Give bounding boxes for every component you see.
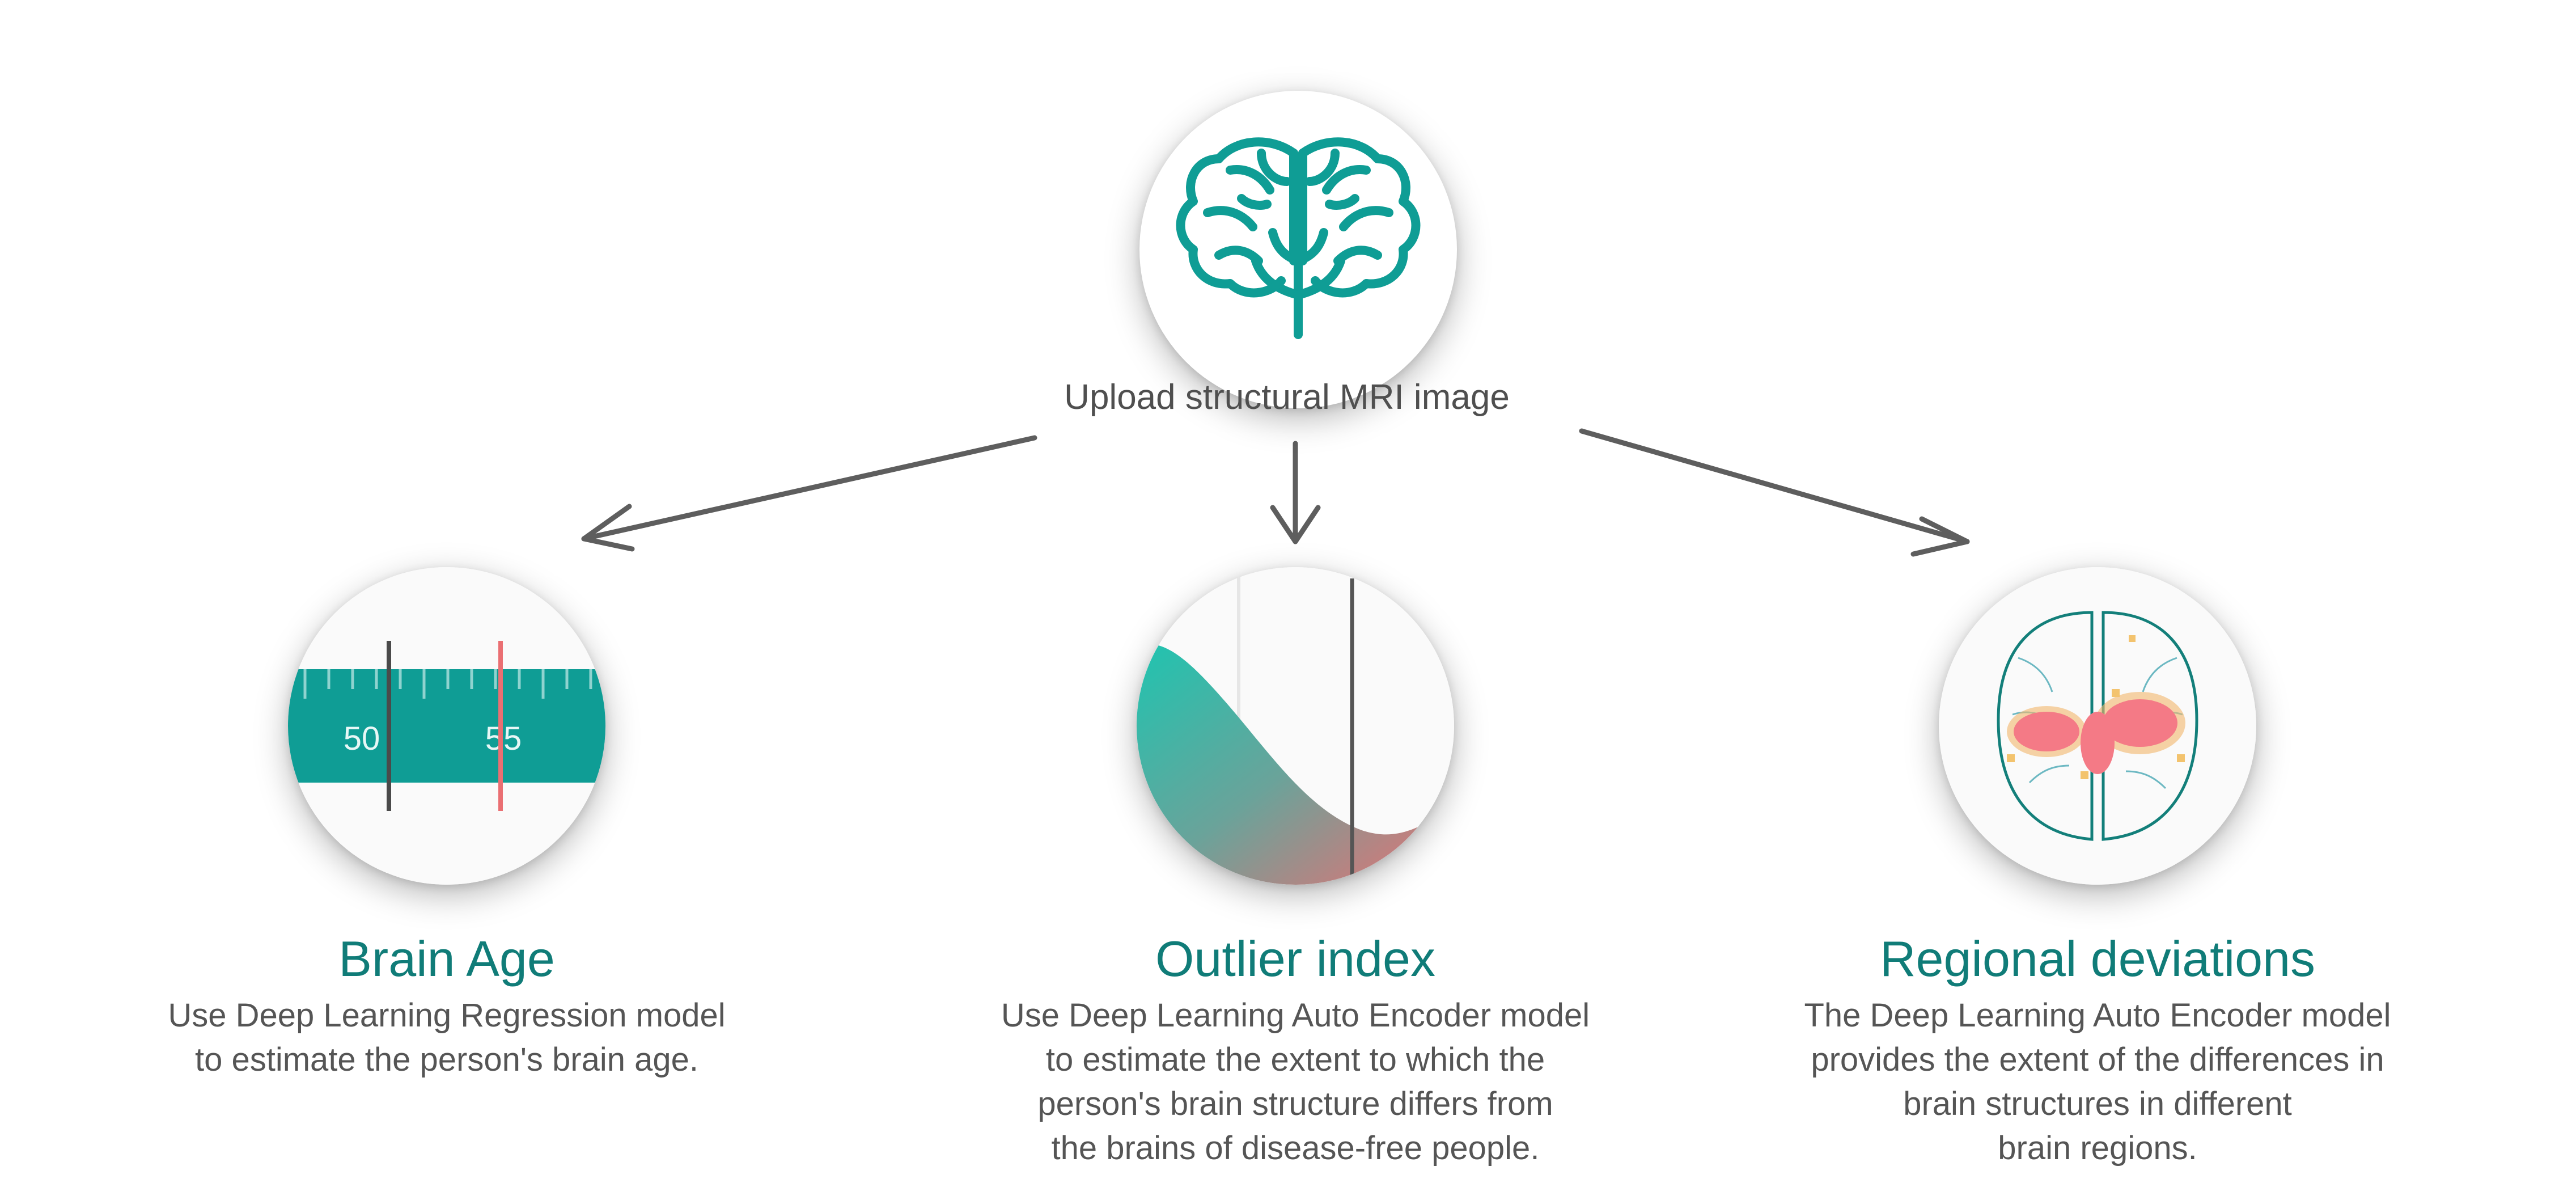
brain-heatmap-image (1939, 567, 2256, 885)
outlier-distribution-image (1137, 567, 1454, 885)
brain-age-description: Use Deep Learning Regression model to es… (168, 997, 726, 1078)
brain-tree-icon (1139, 91, 1457, 408)
heatmap-regions (2007, 635, 2185, 779)
arrow-to-brain-age (581, 435, 1037, 552)
brain-age-ruler-image: 50 55 (288, 567, 605, 885)
regional-deviations-description: The Deep Learning Auto Encoder model pro… (1804, 997, 2391, 1167)
ruler-label-55: 55 (485, 720, 522, 757)
distribution-curve (1137, 644, 1454, 885)
outlier-index-title: Outlier index (1155, 931, 1435, 987)
regional-deviations-title: Regional deviations (1879, 931, 2316, 987)
brain-age-title: Brain Age (338, 931, 555, 987)
ruler-label-50: 50 (344, 720, 380, 757)
ruler-ticks (303, 669, 592, 699)
upload-label: Upload structural MRI image (1064, 378, 1510, 417)
outlier-index-description: Use Deep Learning Auto Encoder model to … (1001, 997, 1590, 1167)
arrow-to-regional-deviations (1579, 428, 1970, 557)
arrow-to-outlier-index (1270, 441, 1321, 544)
